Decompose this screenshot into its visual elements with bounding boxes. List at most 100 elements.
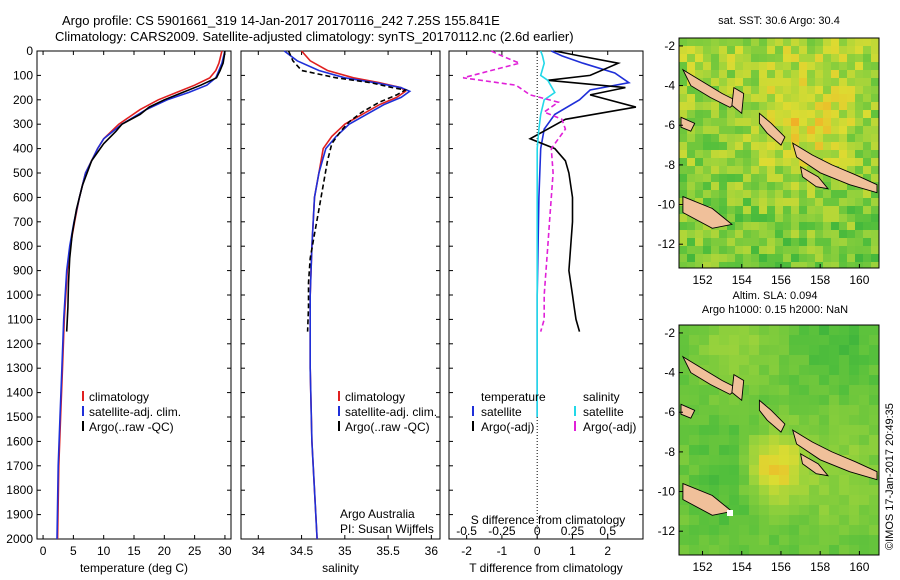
sst-map-cell bbox=[759, 262, 767, 268]
sst-map-cell bbox=[815, 38, 823, 46]
sla-map-cell bbox=[779, 385, 789, 395]
sla-map-cell bbox=[749, 335, 759, 345]
sst-map-cell bbox=[695, 150, 703, 158]
sla-map-cell bbox=[729, 355, 739, 365]
sst-map-cell bbox=[735, 126, 743, 134]
sst-map-cell bbox=[807, 246, 815, 254]
sst-map-cell bbox=[775, 150, 783, 158]
sla-map-cell bbox=[809, 395, 819, 405]
sst-map-cell bbox=[871, 254, 879, 262]
y-tick-label: 600 bbox=[13, 190, 33, 204]
sst-map-cell bbox=[687, 110, 695, 118]
sst-map-cell bbox=[775, 254, 783, 262]
sla-map-cell bbox=[699, 345, 709, 355]
sla-map-cell bbox=[759, 525, 769, 535]
sla-map-cell bbox=[869, 375, 879, 385]
sst-map-cell bbox=[767, 110, 775, 118]
legend-label: climatology bbox=[345, 390, 405, 404]
sst-map-cell bbox=[831, 214, 839, 222]
sst-map-cell bbox=[767, 158, 775, 166]
y-tick-label: 0 bbox=[26, 44, 33, 58]
sst-map-cell bbox=[751, 78, 759, 86]
x-tick-label: 30 bbox=[218, 544, 232, 558]
sst-map-cell bbox=[687, 222, 695, 230]
sla-map-cell bbox=[769, 375, 779, 385]
sst-map-cell bbox=[719, 182, 727, 190]
y-tick-label: 1900 bbox=[6, 508, 33, 522]
sst-map-cell bbox=[799, 262, 807, 268]
sst-map-cell bbox=[823, 126, 831, 134]
sst-map-cell bbox=[839, 118, 847, 126]
sla-map-cell bbox=[849, 425, 859, 435]
sla-map-cell bbox=[759, 325, 769, 335]
sst-map-cell bbox=[783, 118, 791, 126]
sla-map-cell bbox=[689, 505, 699, 515]
sst-map-cell bbox=[727, 214, 735, 222]
sst-map-cell bbox=[759, 38, 767, 46]
sst-map-cell bbox=[775, 78, 783, 86]
y-tick-label: 800 bbox=[13, 239, 33, 253]
sst-map-cell bbox=[719, 246, 727, 254]
sla-map-cell bbox=[749, 465, 759, 475]
sla-map-cell bbox=[829, 405, 839, 415]
sla-map-cell bbox=[819, 475, 829, 485]
sla-map-cell bbox=[799, 485, 809, 495]
sst-map-cell bbox=[807, 134, 815, 142]
sla-map-cell bbox=[819, 415, 829, 425]
sst-map-cell bbox=[767, 94, 775, 102]
sla-map-cell bbox=[709, 395, 719, 405]
sst-map-cell bbox=[871, 102, 879, 110]
sst-map-cell bbox=[839, 38, 847, 46]
sst-map-cell bbox=[679, 62, 687, 70]
sst-map-cell bbox=[687, 134, 695, 142]
sla-map-cell bbox=[799, 465, 809, 475]
sla-map-cell bbox=[839, 535, 849, 545]
sla-map-cell bbox=[719, 535, 729, 545]
sla-map-cell bbox=[819, 325, 829, 335]
sst-map-cell bbox=[823, 238, 831, 246]
sst-map-cell bbox=[767, 246, 775, 254]
sla-map-cell bbox=[839, 475, 849, 485]
sst-map-cell bbox=[775, 62, 783, 70]
sst-map-cell bbox=[751, 246, 759, 254]
sst-map-cell bbox=[791, 46, 799, 54]
sst-map-cell bbox=[831, 182, 839, 190]
sst-map-cell bbox=[807, 198, 815, 206]
sst-map-cell bbox=[823, 254, 831, 262]
sst-map-cell bbox=[831, 62, 839, 70]
sla-map-cell bbox=[749, 365, 759, 375]
sst-map-cell bbox=[727, 158, 735, 166]
sla-map-cell bbox=[779, 405, 789, 415]
sla-map-cell bbox=[679, 505, 689, 515]
sla-map-cell bbox=[679, 325, 689, 335]
y-tick-label: 1000 bbox=[6, 288, 33, 302]
sla-map-cell bbox=[759, 345, 769, 355]
sst-map-cell bbox=[791, 70, 799, 78]
sst-map-cell bbox=[791, 246, 799, 254]
sla-map-cell bbox=[819, 545, 829, 555]
sst-map-cell bbox=[703, 150, 711, 158]
sst-map-cell bbox=[687, 214, 695, 222]
sla-map-cell bbox=[819, 535, 829, 545]
sst-map-cell bbox=[831, 78, 839, 86]
sla-map-cell bbox=[729, 465, 739, 475]
sst-map-cell bbox=[711, 230, 719, 238]
sla-map-cell bbox=[809, 355, 819, 365]
sst-map-cell bbox=[863, 126, 871, 134]
sst-map-cell bbox=[863, 190, 871, 198]
sla-map-cell bbox=[819, 465, 829, 475]
sst-map-cell bbox=[799, 38, 807, 46]
sla-map-cell bbox=[739, 335, 749, 345]
sla-map-cell bbox=[839, 435, 849, 445]
sla-map-cell bbox=[859, 355, 869, 365]
sla-map-cell bbox=[709, 385, 719, 395]
sla-map-cell bbox=[679, 545, 689, 555]
sla-map-cell bbox=[809, 335, 819, 345]
sla-map-cell bbox=[699, 535, 709, 545]
sst-map-cell bbox=[735, 110, 743, 118]
y-tick-label: 200 bbox=[13, 93, 33, 107]
sst-map-cell bbox=[711, 174, 719, 182]
sst-map-cell bbox=[751, 206, 759, 214]
sst-map-cell bbox=[807, 102, 815, 110]
sst-map-cell bbox=[735, 118, 743, 126]
